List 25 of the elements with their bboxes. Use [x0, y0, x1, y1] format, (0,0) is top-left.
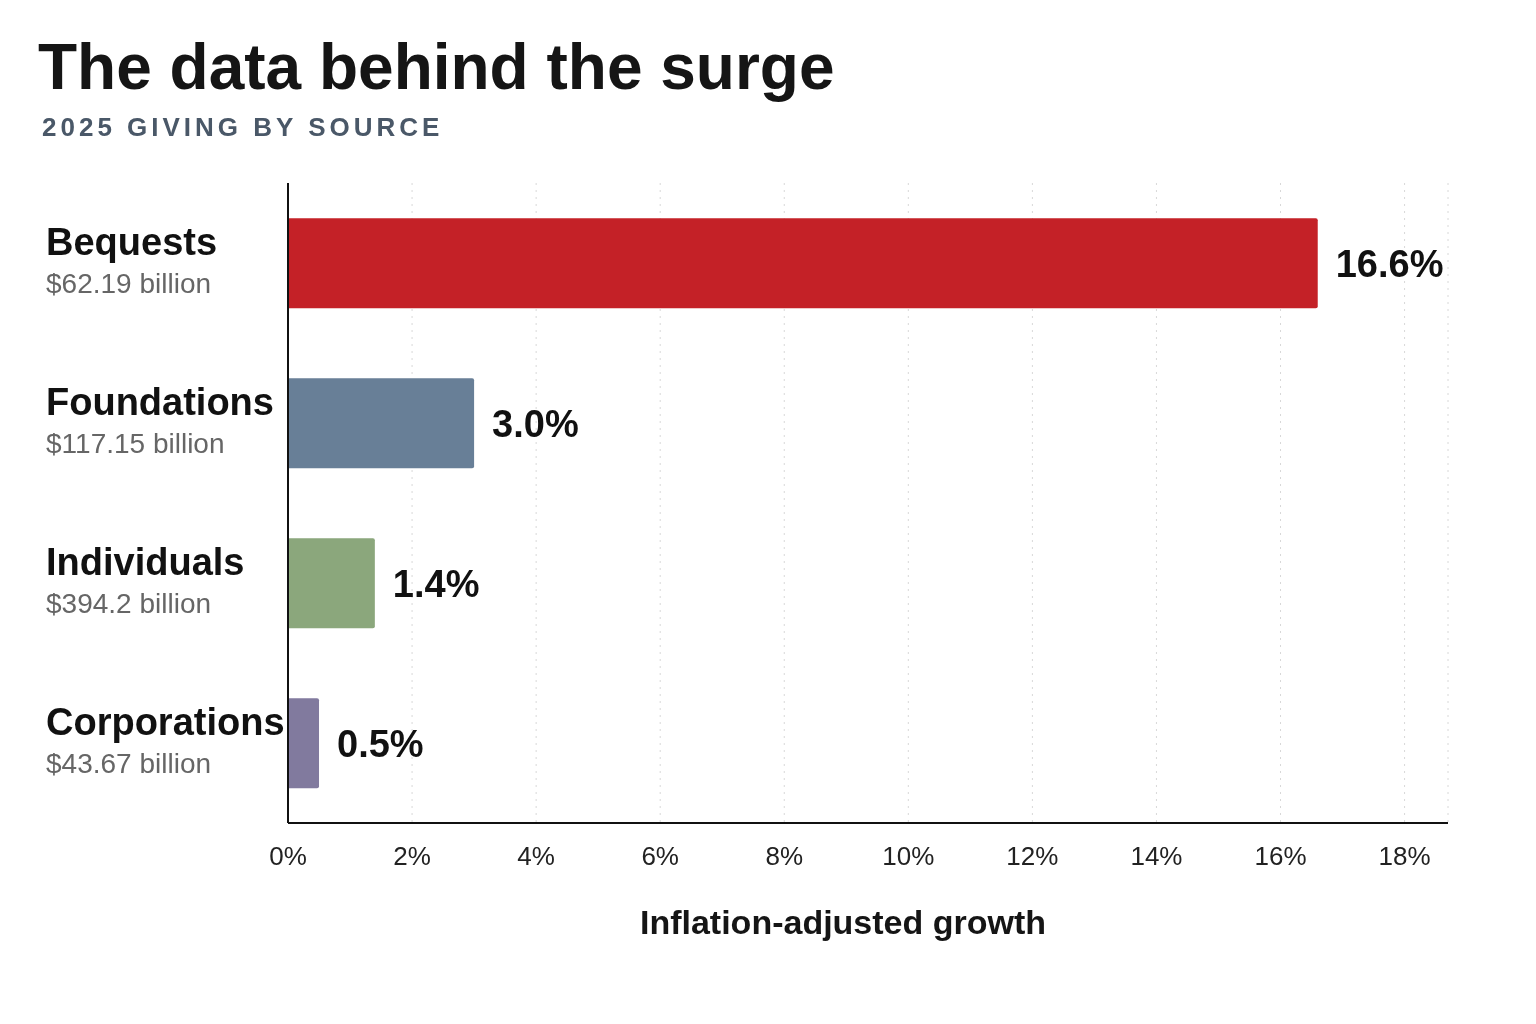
- x-tick-label: 6%: [641, 841, 679, 872]
- y-tick-label: Foundations $117.15 billion: [46, 381, 274, 459]
- x-tick-label: 0%: [269, 841, 307, 872]
- bar: [288, 698, 320, 789]
- x-tick-label: 16%: [1254, 841, 1307, 872]
- x-tick-label: 2%: [393, 841, 431, 872]
- bar: [288, 378, 475, 469]
- x-tick-label: 4%: [517, 841, 555, 872]
- chart-title: The data behind the surge: [37, 30, 836, 104]
- data-label: 1.4%: [392, 562, 480, 605]
- x-tick-label: 18%: [1378, 841, 1431, 872]
- data-label: 0.5%: [337, 722, 424, 765]
- x-tick-label: 12%: [1006, 841, 1059, 872]
- x-axis-title: Inflation-adjusted growth: [638, 903, 1048, 942]
- y-tick-label: Bequests $62.19 billion: [46, 221, 218, 299]
- y-tick-label: Corporations $43.67 billion: [46, 701, 285, 779]
- bar: [288, 538, 375, 629]
- bar: [288, 218, 1318, 309]
- x-tick-label: 8%: [765, 841, 804, 872]
- chart-subtitle: 2025 GIVING BY SOURCE: [41, 111, 445, 143]
- x-tick-label: 10%: [882, 841, 935, 872]
- y-tick-label: Individuals $394.2 billion: [46, 541, 245, 619]
- x-tick-label: 14%: [1130, 841, 1183, 872]
- data-label: 3.0%: [492, 402, 579, 445]
- data-label: 16.6%: [1335, 242, 1444, 285]
